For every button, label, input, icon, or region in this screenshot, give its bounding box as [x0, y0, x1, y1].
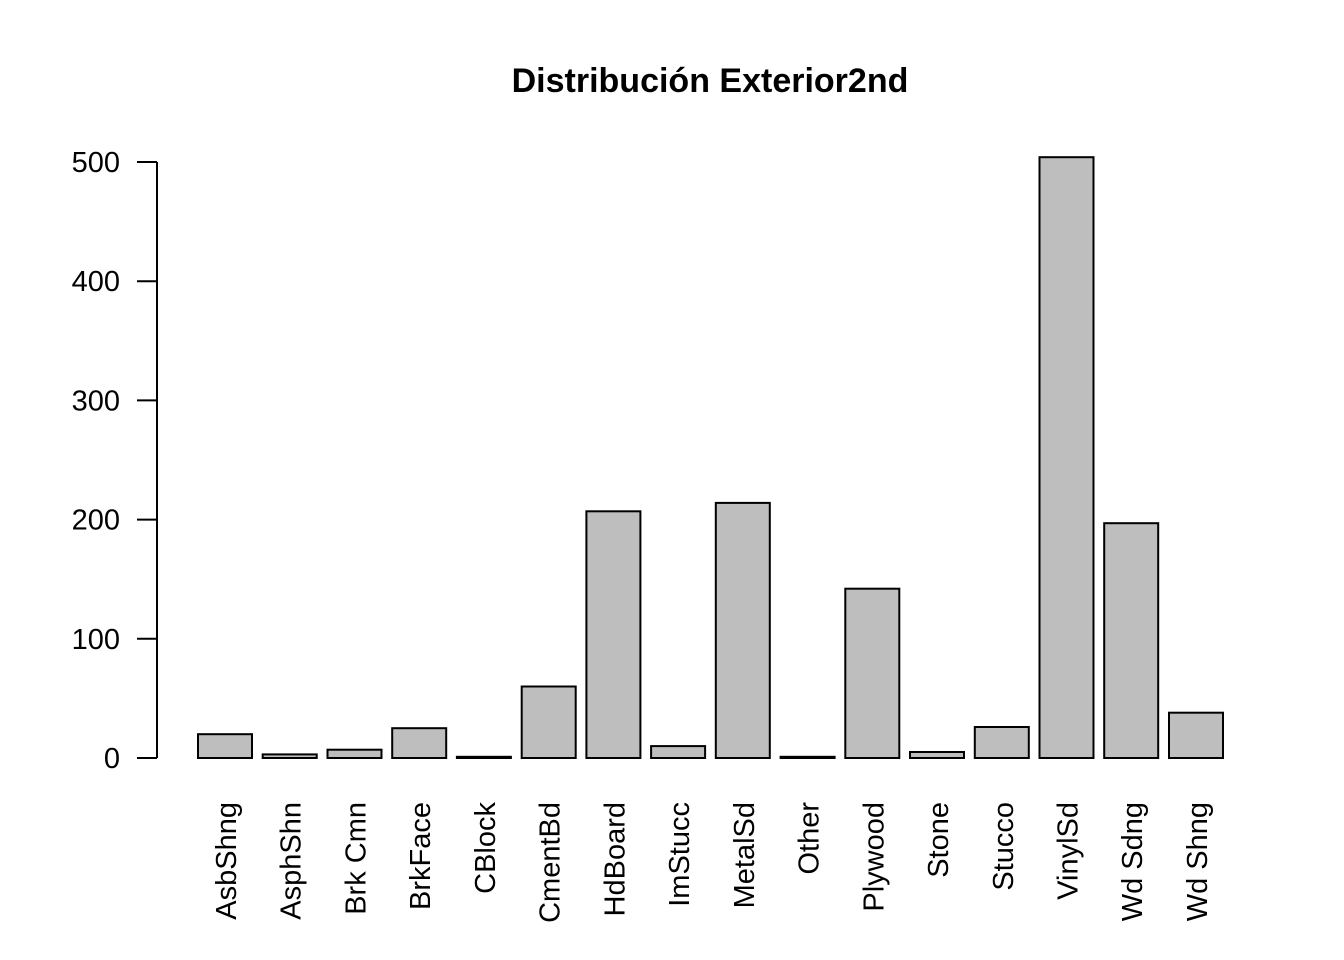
bar-asbshng [197, 733, 253, 760]
chart-title: Distribución Exterior2nd [512, 62, 909, 100]
x-category-label: CBlock [470, 802, 502, 894]
y-axis: 0 100 200 300 400 500 [72, 147, 158, 775]
x-axis-labels: AsbShng AsphShn Brk Cmn BrkFace CBlock CmentB… [211, 802, 1214, 923]
x-category-label: Stone [923, 802, 955, 878]
x-category-label: AsphShn [276, 802, 308, 920]
bar-imstucc [650, 745, 707, 759]
x-category-label: Wd Sdng [1117, 802, 1149, 921]
x-category-label: HdBoard [599, 802, 631, 916]
x-category-label: AsbShng [211, 802, 243, 920]
bar-other [779, 755, 836, 759]
x-category-label: CmentBd [535, 802, 567, 923]
x-category-label: BrkFace [405, 802, 437, 910]
x-category-label: Wd Shng [1182, 802, 1214, 921]
bar-cblock [455, 755, 512, 759]
y-tick-label: 100 [72, 624, 120, 656]
y-tick-label: 400 [72, 266, 120, 298]
bar-stone [909, 751, 965, 759]
x-category-label: Other [794, 802, 826, 875]
bar-brk-cmn [326, 748, 383, 760]
bar-wd-sdng [1103, 522, 1160, 760]
bar-brkface [391, 727, 448, 760]
x-category-label: Brk Cmn [341, 802, 373, 915]
x-category-label: VinylSd [1053, 802, 1085, 900]
y-tick-label: 300 [72, 385, 120, 417]
bar-stucco [973, 726, 1030, 759]
bar-plywood [844, 587, 901, 760]
y-tick-label: 0 [104, 743, 120, 775]
x-category-label: MetalSd [729, 802, 761, 908]
bar-hdboard [585, 510, 642, 759]
x-category-label: Stucco [988, 802, 1020, 891]
x-category-label: ImStucc [664, 802, 696, 907]
bar-wd-shng [1168, 711, 1224, 760]
bar-vinylsd [1038, 156, 1095, 759]
y-tick-label: 200 [72, 505, 120, 537]
x-category-label: Plywood [858, 802, 890, 912]
y-tick-label: 500 [72, 147, 120, 179]
bars [197, 156, 1224, 760]
bar-cmentbd [520, 685, 577, 759]
bar-asphshn [261, 753, 318, 760]
bar-metalsd [714, 501, 771, 759]
